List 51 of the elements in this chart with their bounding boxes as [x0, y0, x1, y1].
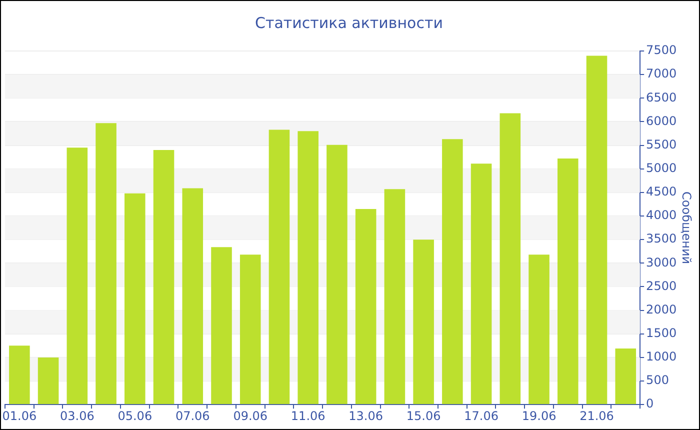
- y-tick-label: 7000: [646, 66, 677, 81]
- y-tick-label: 6000: [646, 114, 677, 128]
- y-tick-label: 2500: [646, 278, 677, 293]
- x-tick-label: 15.06: [406, 408, 441, 423]
- bar: [9, 346, 30, 404]
- bar: [528, 254, 550, 404]
- bar: [470, 164, 492, 404]
- bar: [355, 208, 376, 404]
- bar: [615, 348, 636, 404]
- x-tick-label: 13.06: [348, 408, 384, 423]
- y-tick-label: 1000: [646, 350, 677, 364]
- bar: [182, 188, 204, 404]
- y-tick-label: 2000: [646, 302, 677, 316]
- y-tick-label: 3500: [646, 232, 677, 246]
- bar: [586, 56, 608, 404]
- x-tick-label: 11.06: [290, 408, 326, 423]
- x-tick-label: 07.06: [175, 408, 210, 423]
- bar: [558, 158, 578, 404]
- x-tick-label: 09.06: [233, 408, 268, 423]
- y-tick-label: 3000: [646, 255, 677, 270]
- x-tick-label: 21.06: [580, 408, 614, 423]
- y-tick-label: 5500: [646, 137, 677, 152]
- x-tick-label: 03.06: [60, 408, 94, 423]
- bar: [124, 193, 146, 404]
- y-axis-title: Сообщений: [680, 192, 694, 264]
- x-tick-label: 19.06: [522, 408, 556, 423]
- y-tick-label: 5000: [646, 160, 677, 175]
- bar: [240, 254, 261, 404]
- y-tick-label: 500: [646, 373, 669, 388]
- bar: [268, 130, 290, 404]
- chart-title: Статистика активности: [255, 14, 443, 32]
- y-tick-label: 1500: [646, 326, 677, 340]
- y-tick-label: 6500: [646, 90, 677, 104]
- bar: [326, 144, 348, 404]
- bar: [442, 139, 463, 404]
- x-tick-label: 17.06: [464, 408, 498, 423]
- bar: [298, 131, 318, 404]
- bar: [384, 189, 406, 404]
- y-tick-label: 0: [646, 396, 654, 411]
- bar: [153, 150, 174, 404]
- bar: [38, 357, 59, 404]
- y-tick-label: 4000: [646, 208, 677, 222]
- bar: [500, 113, 521, 404]
- bar: [211, 247, 232, 404]
- y-tick-label: 4500: [646, 184, 677, 199]
- bar: [66, 148, 88, 404]
- x-tick-label: 05.06: [118, 408, 152, 423]
- x-tick-label: 01.06: [2, 408, 37, 423]
- bar: [413, 240, 434, 404]
- bar: [96, 123, 116, 404]
- y-tick-label: 7500: [646, 43, 677, 58]
